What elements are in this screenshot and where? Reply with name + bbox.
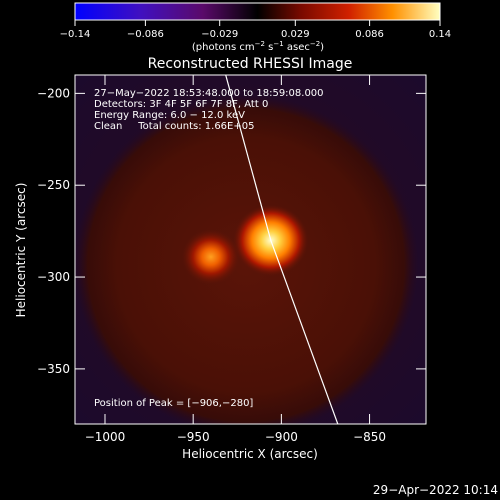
colorbar-tick-label: −0.086 <box>127 29 164 40</box>
plot-frame <box>74 74 427 425</box>
colorbar-tick-label: 0.14 <box>429 29 451 40</box>
colorbar-tick-label: 0.086 <box>355 29 384 40</box>
annotation-time-range: 27−May−2022 18:53:48.000 to 18:59:08.000 <box>94 88 324 99</box>
colorbar-units-label: (photons cm−2 s−1 asec−2) <box>192 40 324 53</box>
colorbar-tick-labels: −0.14 −0.086 −0.029 0.029 0.086 0.14 <box>60 29 451 40</box>
x-tick-label: −900 <box>265 430 298 444</box>
x-tick-label: −850 <box>353 430 386 444</box>
x-tick-labels: −1000 −950 −900 −850 <box>85 430 386 444</box>
timestamp: 29−Apr−2022 10:14 <box>373 483 498 497</box>
y-tick-label: −350 <box>37 362 70 376</box>
y-axis-label: Heliocentric Y (arcsec) <box>14 183 28 318</box>
annotation-energy-range: Energy Range: 6.0 − 12.0 keV <box>94 110 245 121</box>
chart-title: Reconstructed RHESSI Image <box>148 56 353 72</box>
image-area <box>75 75 426 424</box>
peak-position-label: Position of Peak = [−906,−280] <box>94 398 253 409</box>
y-tick-labels: −200 −250 −300 −350 <box>37 86 70 376</box>
x-axis-label: Heliocentric X (arcsec) <box>182 447 318 461</box>
colorbar-tick-label: −0.14 <box>60 29 91 40</box>
y-tick-label: −200 <box>37 86 70 100</box>
colorbar-tick-label: 0.029 <box>281 29 310 40</box>
annotation-detectors: Detectors: 3F 4F 5F 6F 7F 8F, Att 0 <box>94 99 268 110</box>
colorbar <box>75 3 440 20</box>
annotations: 27−May−2022 18:53:48.000 to 18:59:08.000… <box>94 88 324 132</box>
y-ticks <box>75 92 426 370</box>
source-secondary <box>181 229 241 285</box>
colorbar-ticks <box>74 20 441 26</box>
y-tick-label: −300 <box>37 270 70 284</box>
x-ticks <box>104 75 371 424</box>
colorbar-frame <box>74 2 441 21</box>
x-tick-label: −1000 <box>85 430 126 444</box>
x-tick-label: −950 <box>177 430 210 444</box>
annotation-clean-counts: Clean Total counts: 1.66E+05 <box>94 121 254 132</box>
y-tick-label: −250 <box>37 178 70 192</box>
solar-limb <box>225 75 339 424</box>
colorbar-tick-label: −0.029 <box>201 29 238 40</box>
